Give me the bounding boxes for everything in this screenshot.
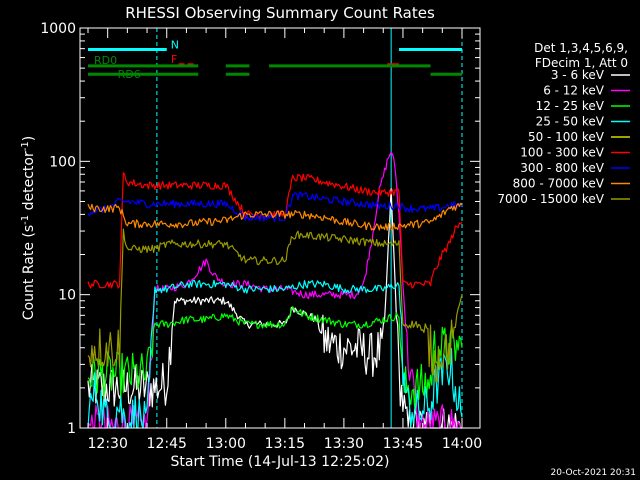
footer-timestamp: 20-Oct-2021 20:31 bbox=[551, 468, 636, 478]
series-line-7000-15000-kev bbox=[87, 228, 463, 383]
x-tick-label: 13:00 bbox=[206, 436, 246, 452]
x-tick-label: 13:15 bbox=[265, 436, 305, 452]
x-tick-label: 12:45 bbox=[147, 436, 187, 452]
x-tick-label: 13:30 bbox=[324, 436, 364, 452]
axes: 1 10 100 1000 12:30 12:45 13:00 13:15 13:30 13:45… bbox=[40, 21, 482, 452]
x-tick-label: 13:45 bbox=[383, 436, 423, 452]
flag-label-rd0: RD0 bbox=[94, 54, 117, 67]
legend: Det 1,3,4,5,6,9,FDecim 1, Att 03 - 6 keV… bbox=[497, 41, 630, 206]
y-axis-label: Count Rate (s-1 detector-1) bbox=[20, 136, 37, 320]
legend-label: 100 - 300 keV bbox=[520, 146, 604, 160]
series-line-100-300-kev bbox=[87, 172, 463, 289]
legend-label: 7000 - 15000 keV bbox=[497, 192, 604, 206]
legend-label: 50 - 100 keV bbox=[528, 130, 605, 144]
legend-label: 800 - 7000 keV bbox=[513, 177, 605, 191]
x-axis-label: Start Time (14-Jul-13 12:25:02) bbox=[170, 454, 389, 470]
y-tick-label: 1 bbox=[67, 421, 76, 437]
x-tick-label: 12:30 bbox=[88, 436, 128, 452]
legend-header: FDecim 1, Att 0 bbox=[535, 56, 628, 70]
y-tick-label: 1000 bbox=[40, 21, 76, 37]
chart-title: RHESSI Observing Summary Count Rates bbox=[125, 4, 435, 22]
y-tick-label: 100 bbox=[49, 154, 76, 170]
legend-label: 12 - 25 keV bbox=[536, 99, 605, 113]
series-line-25-50-kev bbox=[87, 279, 463, 429]
legend-label: 6 - 12 keV bbox=[543, 84, 605, 98]
legend-header: Det 1,3,4,5,6,9, bbox=[534, 41, 628, 55]
flag-label-f: F bbox=[171, 53, 177, 66]
plot-frame bbox=[79, 27, 481, 429]
legend-label: 25 - 50 keV bbox=[536, 115, 605, 129]
series-line-300-800-kev bbox=[87, 191, 463, 222]
flag-label-rd6: RD6 bbox=[118, 68, 141, 81]
x-tick-label: 14:00 bbox=[442, 436, 482, 452]
legend-label: 3 - 6 keV bbox=[551, 68, 605, 82]
legend-label: 300 - 800 keV bbox=[520, 161, 604, 175]
series-line-800-7000-kev bbox=[87, 202, 463, 231]
flag-label-n: N bbox=[171, 38, 179, 51]
y-tick-label: 10 bbox=[58, 288, 76, 304]
